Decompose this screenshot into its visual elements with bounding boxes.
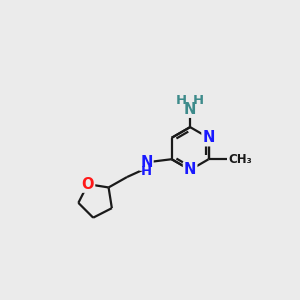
Text: N: N: [184, 102, 196, 117]
Text: O: O: [82, 177, 94, 192]
Text: H: H: [176, 94, 188, 107]
Text: N: N: [140, 155, 152, 170]
Text: H: H: [193, 94, 204, 107]
Text: N: N: [202, 130, 215, 145]
Text: H: H: [141, 165, 152, 178]
Text: CH₃: CH₃: [229, 153, 252, 166]
Text: N: N: [184, 162, 196, 177]
